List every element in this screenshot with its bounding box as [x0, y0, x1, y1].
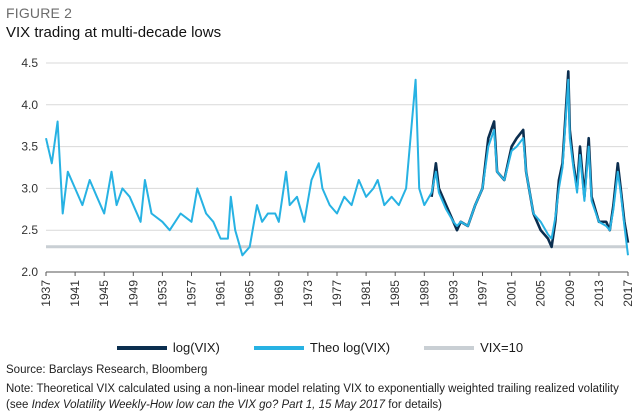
note-prefix: Note: Theoretical VIX calculated using a… — [6, 383, 619, 411]
y-tick-label: 2.0 — [21, 265, 38, 279]
x-tick-label: 1985 — [388, 280, 402, 307]
x-axis-ticks: 1937 1941 1945 1949 1953 1957 1961 1965 1969 1973… — [39, 271, 635, 307]
x-tick-label: 1969 — [272, 280, 286, 307]
series-lines — [45, 70, 630, 257]
x-tick-label: 2001 — [505, 280, 519, 307]
legend-item: VIX=10 — [424, 340, 523, 355]
x-tick-label: 1945 — [97, 280, 111, 307]
x-tick-label: 1981 — [359, 280, 373, 307]
x-tick-label: 1993 — [446, 280, 460, 307]
y-tick-label: 4.5 — [21, 56, 38, 70]
gridlines — [46, 62, 628, 273]
legend-item: log(VIX) — [116, 340, 220, 355]
x-tick-label: 2017 — [621, 280, 635, 307]
y-tick-label: 2.5 — [21, 223, 38, 237]
legend-label: log(VIX) — [172, 340, 220, 355]
note-reference: Index Volatility Weekly-How low can the … — [31, 399, 386, 411]
x-tick-label: 2005 — [534, 280, 548, 307]
legend-label: Theo log(VIX) — [309, 340, 391, 355]
x-tick-label: 1937 — [39, 280, 53, 307]
x-tick-label: 1941 — [68, 280, 82, 307]
y-tick-label: 3.0 — [21, 181, 38, 195]
note-suffix: for details) — [385, 399, 442, 411]
x-tick-label: 1965 — [243, 280, 257, 307]
legend: log(VIX) Theo log(VIX) VIX=10 — [0, 340, 640, 355]
legend-item: Theo log(VIX) — [253, 340, 391, 355]
x-tick-label: 1973 — [301, 280, 315, 307]
source-text: Source: Barclays Research, Bloomberg — [6, 364, 208, 376]
y-axis-ticks: 2.0 2.5 3.0 3.5 4.0 4.5 — [21, 56, 38, 279]
x-tick-label: 1953 — [155, 280, 169, 307]
x-tick-label: 1977 — [330, 280, 344, 307]
legend-swatch — [116, 345, 167, 350]
legend-label: VIX=10 — [480, 340, 524, 355]
chart-title: VIX trading at multi-decade lows — [6, 24, 222, 41]
x-tick-label: 1961 — [214, 280, 228, 307]
x-tick-label: 1949 — [126, 280, 140, 307]
legend-swatch — [253, 345, 304, 350]
x-tick-label: 1989 — [417, 280, 431, 307]
x-tick-label: 1957 — [185, 280, 199, 307]
legend-swatch — [424, 345, 475, 350]
x-tick-label: 2009 — [563, 280, 577, 307]
figure-label: FIGURE 2 — [6, 5, 73, 21]
x-tick-label: 2013 — [592, 280, 606, 307]
y-tick-label: 4.0 — [21, 98, 38, 112]
y-tick-label: 3.5 — [21, 140, 38, 154]
x-tick-label: 1997 — [476, 280, 490, 307]
series-line-1 — [45, 78, 629, 257]
vix-line-chart: 2.02.53.03.54.04.5 1937 1941 1945 1949 1953 1… — [21, 56, 635, 307]
note-text: Note: Theoretical VIX calculated using a… — [6, 381, 634, 413]
